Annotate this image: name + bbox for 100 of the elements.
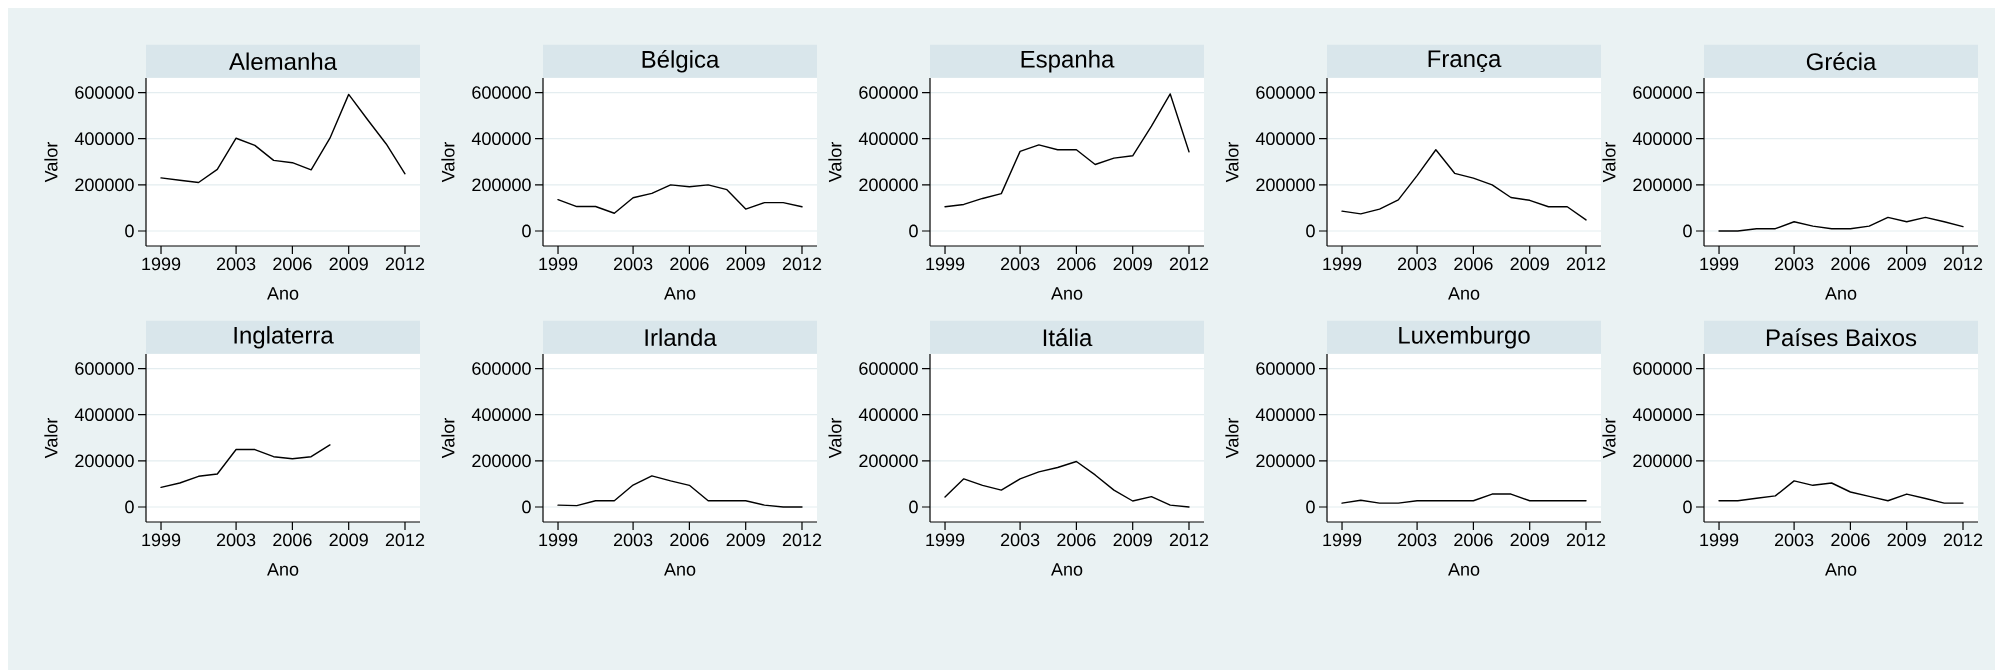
x-tick-label: 2006 [1057, 533, 1096, 547]
y-axis-title: Valor [1602, 417, 1616, 459]
x-tick-label: 2009 [1113, 533, 1152, 547]
x-tick-label: 2012 [385, 257, 425, 271]
x-axis-title: Ano [1825, 287, 1857, 300]
x-tick-label: 2006 [670, 257, 709, 271]
line-series [160, 444, 331, 489]
x-tick-label: 2012 [1566, 257, 1606, 271]
x-tick-label: 1999 [926, 533, 965, 547]
y-tick-label: 0 [522, 224, 531, 238]
x-axis-title: Ano [664, 563, 696, 576]
chart-title: Espanha [1021, 50, 1115, 73]
y-tick-label: 400000 [1632, 132, 1692, 146]
y-tick-label: 600000 [472, 86, 531, 99]
x-tick-label: 2006 [1831, 257, 1870, 271]
chart-title: Alemanha [229, 52, 338, 71]
x-tick-label: 2003 [613, 533, 653, 547]
y-tick-label: 0 [1683, 500, 1692, 514]
y-axis-title: Valor [44, 141, 58, 183]
y-tick-label: 200000 [859, 454, 918, 468]
y-tick-label: 600000 [859, 362, 918, 375]
y-tick-label: 0 [125, 500, 134, 514]
y-axis-title: Valor [441, 141, 455, 183]
y-tick-label: 600000 [859, 86, 918, 99]
y-tick-label: 400000 [858, 408, 918, 422]
chart-title: Itália [1043, 328, 1093, 347]
y-tick-label: 200000 [1256, 178, 1315, 192]
y-tick-label: 600000 [1633, 86, 1692, 99]
line-series [944, 460, 1190, 508]
y-axis-title: Valor [1225, 141, 1239, 183]
y-axis-title: Valor [828, 417, 842, 459]
x-tick-label: 2006 [1831, 533, 1870, 547]
x-tick-label: 2003 [1774, 533, 1814, 547]
x-tick-label: 2003 [1397, 533, 1437, 547]
x-tick-label: 2012 [1566, 533, 1606, 547]
x-tick-label: 2012 [1943, 257, 1983, 271]
x-axis-title: Ano [1825, 563, 1857, 576]
x-tick-label: 2006 [273, 533, 312, 547]
x-axis-title: Ano [1448, 563, 1480, 576]
chart-title: França [1428, 50, 1502, 73]
x-tick-label: 2003 [1774, 257, 1814, 271]
y-tick-label: 0 [125, 224, 134, 238]
y-tick-label: 0 [1306, 500, 1315, 514]
x-tick-label: 2009 [1887, 257, 1926, 271]
x-axis-title: Ano [1051, 563, 1083, 576]
x-tick-label: 2009 [1510, 533, 1549, 547]
x-tick-label: 2003 [1000, 257, 1040, 271]
y-tick-label: 600000 [472, 362, 531, 375]
y-tick-label: 400000 [1255, 408, 1315, 422]
y-tick-label: 200000 [1256, 454, 1315, 468]
y-tick-label: 600000 [1256, 362, 1315, 375]
y-axis-title: Valor [441, 417, 455, 459]
x-tick-label: 2009 [329, 257, 368, 271]
y-tick-label: 600000 [1633, 362, 1692, 375]
y-tick-label: 200000 [1633, 454, 1692, 468]
y-tick-label: 400000 [74, 408, 134, 422]
x-tick-label: 2006 [1454, 533, 1493, 547]
x-tick-label: 2006 [1057, 257, 1096, 271]
y-tick-label: 200000 [859, 178, 918, 192]
line-series [1341, 149, 1587, 221]
x-tick-label: 1999 [1700, 257, 1739, 271]
line-series [1718, 480, 1964, 504]
x-tick-label: 1999 [1700, 533, 1739, 547]
y-tick-label: 200000 [472, 454, 531, 468]
y-tick-label: 200000 [75, 454, 134, 468]
y-tick-label: 200000 [1633, 178, 1692, 192]
x-tick-label: 2006 [670, 533, 709, 547]
x-tick-label: 2009 [1113, 257, 1152, 271]
x-tick-label: 1999 [1323, 257, 1362, 271]
x-tick-label: 1999 [1323, 533, 1362, 547]
y-tick-label: 400000 [471, 408, 531, 422]
x-tick-label: 2006 [273, 257, 312, 271]
chart-title: Países Baixos [1766, 328, 1917, 347]
line-series [944, 93, 1190, 208]
x-tick-label: 2009 [726, 533, 765, 547]
y-tick-label: 600000 [75, 362, 134, 375]
x-tick-label: 2012 [1169, 533, 1209, 547]
chart-title: Inglaterra [234, 326, 334, 349]
chart-title: Bélgica [642, 49, 720, 73]
y-axis-title: Valor [44, 417, 58, 459]
x-tick-label: 2003 [216, 257, 256, 271]
x-tick-label: 2012 [1943, 533, 1983, 547]
x-tick-label: 2012 [1169, 257, 1209, 271]
y-axis-title: Valor [1225, 417, 1239, 459]
x-tick-label: 2003 [613, 257, 653, 271]
y-tick-label: 0 [522, 500, 531, 514]
y-tick-label: 400000 [1632, 408, 1692, 422]
x-tick-label: 2003 [1000, 533, 1040, 547]
x-tick-label: 2003 [1397, 257, 1437, 271]
line-series [1718, 216, 1964, 232]
x-axis-title: Ano [1448, 287, 1480, 300]
y-tick-label: 600000 [1256, 86, 1315, 99]
x-tick-label: 2012 [782, 257, 822, 271]
y-tick-label: 600000 [75, 86, 134, 99]
x-tick-label: 2012 [385, 533, 425, 547]
x-tick-label: 1999 [142, 533, 181, 547]
x-tick-label: 2003 [216, 533, 256, 547]
line-series [160, 93, 406, 184]
x-tick-label: 2009 [1510, 257, 1549, 271]
y-tick-label: 400000 [74, 132, 134, 146]
